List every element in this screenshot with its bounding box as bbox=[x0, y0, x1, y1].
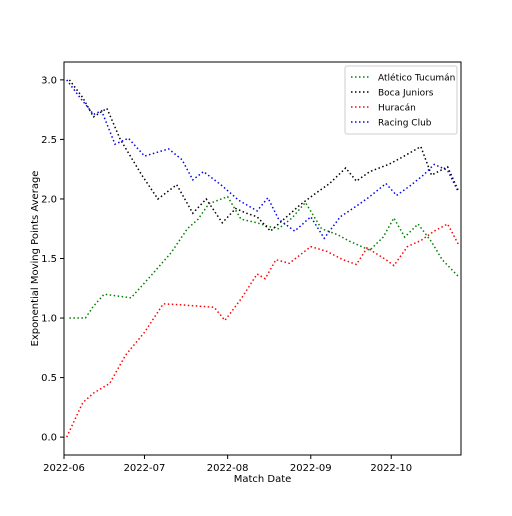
y-tick-label: 1.5 bbox=[41, 254, 57, 265]
y-tick-label: 0.0 bbox=[41, 433, 57, 444]
legend-label: Racing Club bbox=[378, 119, 432, 129]
series-line-1 bbox=[68, 79, 459, 233]
x-tick-label: 2022-10 bbox=[370, 463, 412, 474]
legend-box bbox=[344, 65, 458, 135]
legend: Atlético Tucumán Boca Juniors Huracán Racin… bbox=[344, 65, 458, 135]
y-tick-label: 2.5 bbox=[41, 135, 57, 146]
y-tick-label: 1.0 bbox=[41, 314, 57, 325]
legend-label: Huracán bbox=[378, 104, 416, 114]
legend-label: Atlético Tucumán bbox=[378, 73, 455, 84]
x-tick-label: 2022-06 bbox=[43, 463, 85, 474]
x-axis-ticks: 2022-06 2022-07 2022-08 2022-09 2022-10 bbox=[43, 455, 412, 474]
legend-label: Boca Juniors bbox=[378, 89, 434, 99]
x-tick-label: 2022-07 bbox=[124, 463, 166, 474]
y-tick-label: 3.0 bbox=[41, 75, 57, 86]
x-tick-label: 2022-09 bbox=[290, 463, 332, 474]
series-line-3 bbox=[66, 79, 459, 240]
y-tick-label: 2.0 bbox=[41, 194, 57, 205]
y-axis-ticks: 0.0 0.5 1.0 1.5 2.0 2.5 3.0 bbox=[41, 75, 64, 444]
series-layer bbox=[66, 79, 459, 438]
series-line-2 bbox=[66, 222, 459, 438]
x-tick-label: 2022-08 bbox=[207, 463, 249, 474]
y-tick-label: 0.5 bbox=[41, 373, 57, 384]
y-axis-label: Exponential Moving Points Average bbox=[30, 171, 41, 347]
x-axis-label: Match Date bbox=[234, 474, 292, 485]
